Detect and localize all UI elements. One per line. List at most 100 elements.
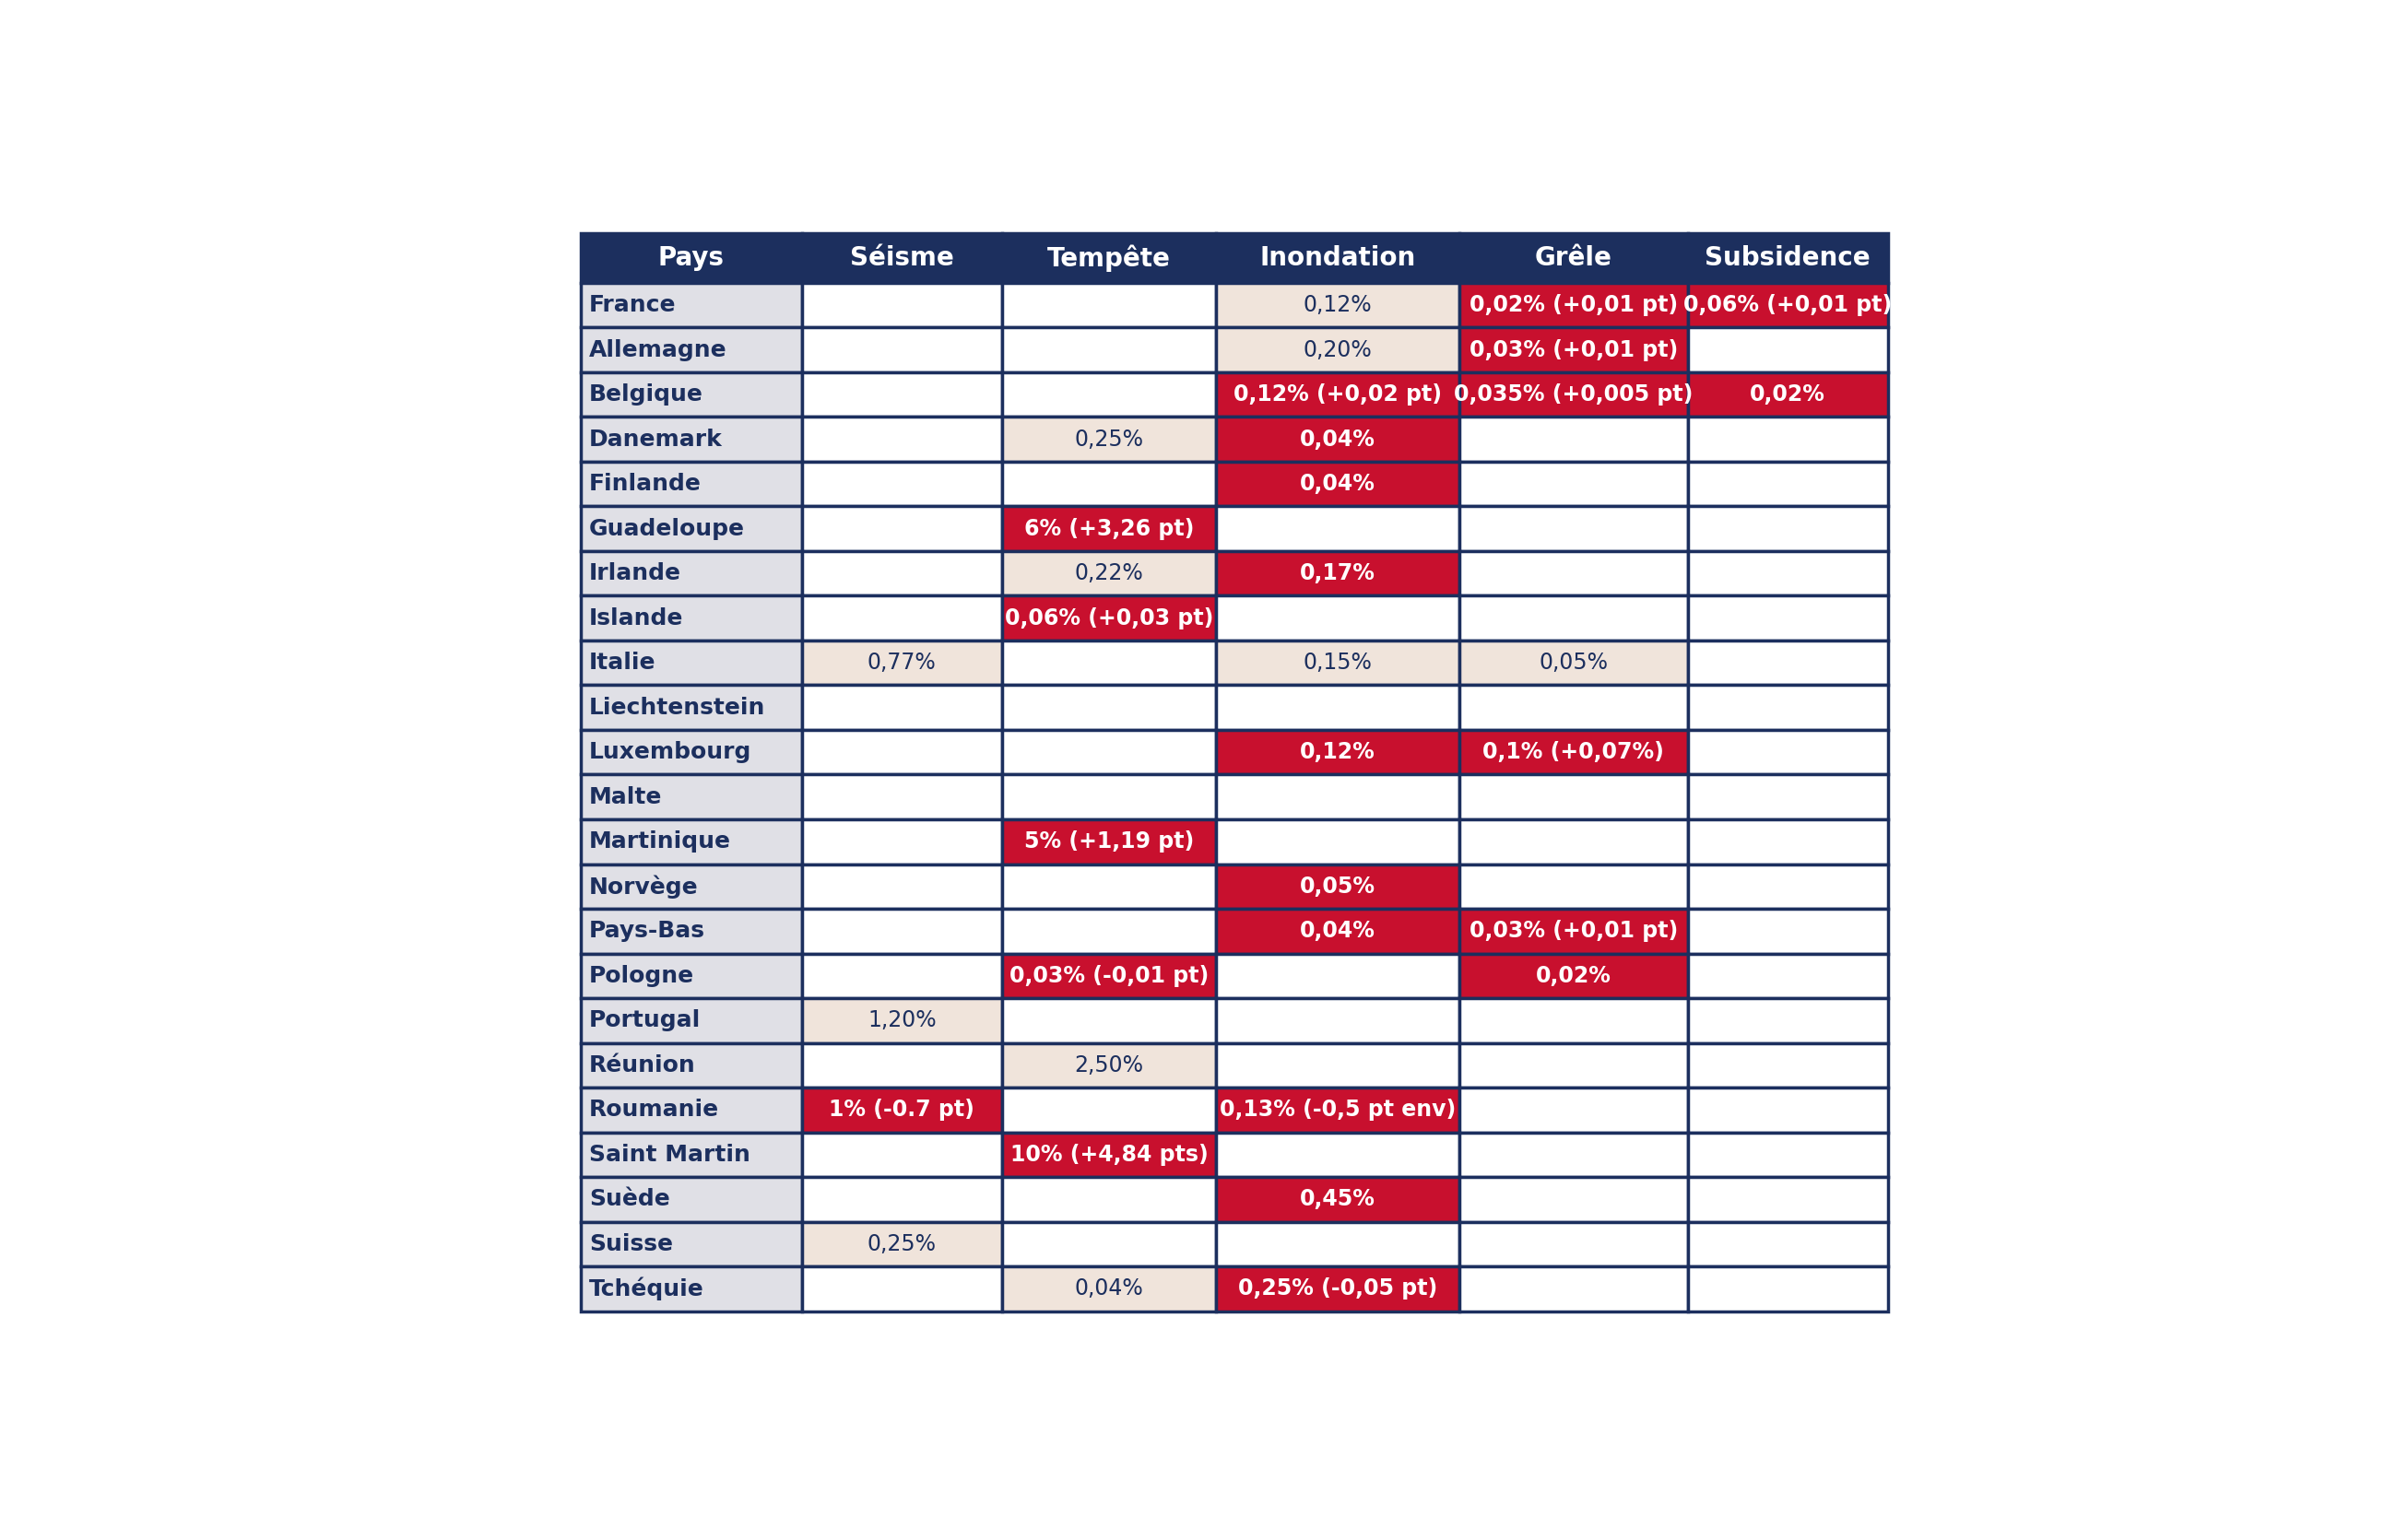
Bar	[1002, 641, 1216, 685]
Text: 0,04%: 0,04%	[1300, 920, 1375, 942]
Bar	[1688, 864, 1888, 908]
Bar	[802, 283, 1002, 327]
Bar	[1688, 641, 1888, 685]
Bar	[1216, 1043, 1459, 1087]
Text: 0,035% (+0,005 pt): 0,035% (+0,005 pt)	[1454, 384, 1693, 405]
Bar	[1459, 462, 1688, 506]
Bar	[1002, 775, 1216, 820]
Bar	[802, 775, 1002, 820]
Text: 0,13% (-0,5 pt env): 0,13% (-0,5 pt env)	[1218, 1099, 1457, 1121]
Text: Guadeloupe: Guadeloupe	[590, 518, 744, 540]
Text: Suède: Suède	[590, 1188, 669, 1211]
Text: 0,06% (+0,03 pt): 0,06% (+0,03 pt)	[1004, 607, 1214, 630]
Bar	[1216, 820, 1459, 864]
Bar	[802, 998, 1002, 1043]
Bar	[802, 462, 1002, 506]
Text: 0,12%: 0,12%	[1300, 742, 1375, 763]
Bar	[1216, 1133, 1459, 1177]
Text: Séisme: Séisme	[850, 245, 954, 271]
Bar	[1459, 596, 1688, 641]
Bar	[1459, 417, 1688, 462]
Text: Tchéquie: Tchéquie	[590, 1277, 703, 1301]
Bar	[802, 1043, 1002, 1087]
Bar	[1688, 1266, 1888, 1312]
Bar	[1002, 820, 1216, 864]
Bar	[580, 998, 802, 1043]
Bar	[802, 864, 1002, 908]
Bar	[1216, 685, 1459, 729]
Text: Islande: Islande	[590, 607, 684, 630]
Bar	[580, 820, 802, 864]
Text: 6% (+3,26 pt): 6% (+3,26 pt)	[1023, 518, 1194, 540]
Bar	[1216, 327, 1459, 372]
Bar	[580, 908, 802, 954]
Bar	[802, 1177, 1002, 1222]
Bar	[580, 685, 802, 729]
Text: Subsidence: Subsidence	[1705, 245, 1871, 271]
Bar	[1688, 1043, 1888, 1087]
Bar	[1002, 1133, 1216, 1177]
Text: Liechtenstein: Liechtenstein	[590, 697, 766, 719]
Bar	[580, 641, 802, 685]
Text: 0,20%: 0,20%	[1303, 339, 1373, 361]
Bar	[1002, 372, 1216, 417]
Bar	[580, 372, 802, 417]
Bar	[580, 1177, 802, 1222]
Bar	[1459, 550, 1688, 596]
Bar	[580, 596, 802, 641]
Text: 0,03% (-0,01 pt): 0,03% (-0,01 pt)	[1009, 965, 1209, 986]
Bar	[1688, 232, 1888, 283]
Bar	[1002, 1043, 1216, 1087]
Bar	[802, 729, 1002, 775]
Bar	[1688, 820, 1888, 864]
Bar	[1688, 462, 1888, 506]
Text: 0,17%: 0,17%	[1300, 563, 1375, 584]
Bar	[802, 506, 1002, 550]
Bar	[802, 596, 1002, 641]
Bar	[1688, 729, 1888, 775]
Text: 1,20%: 1,20%	[867, 1009, 937, 1032]
Text: 2,50%: 2,50%	[1074, 1053, 1144, 1076]
Bar	[1216, 550, 1459, 596]
Bar	[1459, 685, 1688, 729]
Text: 0,03% (+0,01 pt): 0,03% (+0,01 pt)	[1469, 339, 1678, 361]
Bar	[1216, 1177, 1459, 1222]
Bar	[1216, 1222, 1459, 1266]
Text: 0,25%: 0,25%	[867, 1232, 937, 1255]
Text: 0,25% (-0,05 pt): 0,25% (-0,05 pt)	[1238, 1278, 1438, 1300]
Text: 0,04%: 0,04%	[1074, 1278, 1144, 1300]
Text: France: France	[590, 294, 677, 317]
Bar	[580, 462, 802, 506]
Bar	[1216, 506, 1459, 550]
Bar	[1688, 283, 1888, 327]
Bar	[580, 417, 802, 462]
Text: Saint Martin: Saint Martin	[590, 1144, 751, 1165]
Text: Pays: Pays	[657, 245, 725, 271]
Text: 0,05%: 0,05%	[1539, 651, 1609, 674]
Bar	[1688, 954, 1888, 998]
Bar	[1216, 283, 1459, 327]
Bar	[1216, 729, 1459, 775]
Bar	[1688, 908, 1888, 954]
Text: Réunion: Réunion	[590, 1053, 696, 1076]
Bar	[580, 1043, 802, 1087]
Bar	[1002, 908, 1216, 954]
Bar	[802, 685, 1002, 729]
Bar	[1216, 641, 1459, 685]
Text: Grêle: Grêle	[1534, 245, 1611, 271]
Text: Malte: Malte	[590, 786, 662, 807]
Bar	[802, 1133, 1002, 1177]
Text: 0,12% (+0,02 pt): 0,12% (+0,02 pt)	[1233, 384, 1442, 405]
Bar	[1459, 506, 1688, 550]
Bar	[1688, 775, 1888, 820]
Text: 0,22%: 0,22%	[1074, 563, 1144, 584]
Bar	[802, 232, 1002, 283]
Bar	[1002, 1222, 1216, 1266]
Bar	[1216, 998, 1459, 1043]
Bar	[1002, 506, 1216, 550]
Text: 0,06% (+0,01 pt): 0,06% (+0,01 pt)	[1683, 294, 1893, 317]
Bar	[1216, 1266, 1459, 1312]
Bar	[1002, 596, 1216, 641]
Bar	[580, 1133, 802, 1177]
Bar	[1688, 1087, 1888, 1133]
